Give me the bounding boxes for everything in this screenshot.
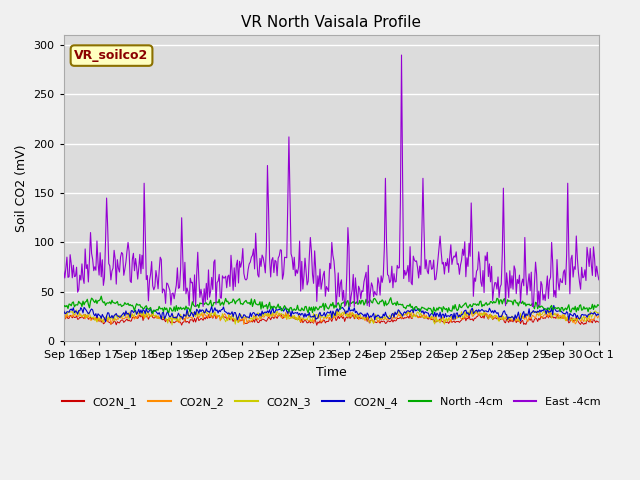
CO2N_1 — [313, 323, 321, 328]
CO2N_2 — [240, 322, 248, 327]
CO2N_4 — [318, 313, 326, 319]
CO2N_3 — [595, 311, 603, 316]
CO2N_3 — [584, 312, 592, 318]
Legend: CO2N_1, CO2N_2, CO2N_3, CO2N_4, North -4cm, East -4cm: CO2N_1, CO2N_2, CO2N_3, CO2N_4, North -4… — [57, 393, 605, 412]
North -4cm — [584, 309, 592, 314]
CO2N_3 — [470, 306, 477, 312]
CO2N_4 — [500, 309, 508, 314]
North -4cm — [429, 311, 436, 317]
East -4cm — [584, 253, 592, 259]
East -4cm — [595, 277, 603, 283]
CO2N_4 — [380, 311, 387, 317]
CO2N_3 — [500, 315, 508, 321]
Line: CO2N_2: CO2N_2 — [64, 311, 599, 324]
CO2N_2 — [318, 318, 326, 324]
Text: VR_soilco2: VR_soilco2 — [74, 49, 148, 62]
North -4cm — [500, 296, 508, 301]
East -4cm — [351, 304, 358, 310]
CO2N_1 — [351, 312, 359, 318]
North -4cm — [315, 306, 323, 312]
CO2N_1 — [500, 319, 508, 325]
Line: CO2N_1: CO2N_1 — [64, 312, 599, 325]
Line: East -4cm: East -4cm — [64, 55, 599, 307]
Line: CO2N_3: CO2N_3 — [64, 309, 599, 325]
East -4cm — [60, 268, 68, 274]
East -4cm — [397, 52, 405, 58]
Line: CO2N_4: CO2N_4 — [64, 305, 599, 322]
CO2N_2 — [351, 312, 359, 318]
Title: VR North Vaisala Profile: VR North Vaisala Profile — [241, 15, 421, 30]
CO2N_2 — [595, 313, 603, 319]
CO2N_4 — [595, 312, 603, 318]
X-axis label: Time: Time — [316, 366, 347, 379]
Y-axis label: Soil CO2 (mV): Soil CO2 (mV) — [15, 144, 28, 232]
CO2N_2 — [341, 308, 349, 313]
East -4cm — [500, 249, 508, 254]
CO2N_2 — [500, 316, 508, 322]
CO2N_2 — [60, 312, 68, 317]
CO2N_4 — [102, 319, 109, 324]
CO2N_4 — [584, 312, 592, 318]
CO2N_1 — [316, 318, 324, 324]
CO2N_2 — [315, 313, 323, 319]
North -4cm — [380, 299, 387, 304]
CO2N_4 — [550, 302, 557, 308]
North -4cm — [97, 293, 105, 299]
East -4cm — [380, 273, 387, 279]
CO2N_3 — [351, 312, 358, 318]
Line: North -4cm: North -4cm — [64, 296, 599, 314]
CO2N_1 — [60, 316, 68, 322]
CO2N_3 — [60, 308, 68, 314]
CO2N_2 — [381, 316, 388, 322]
East -4cm — [315, 284, 323, 289]
CO2N_1 — [381, 318, 388, 324]
CO2N_1 — [319, 318, 327, 324]
CO2N_1 — [584, 318, 592, 324]
CO2N_3 — [168, 322, 176, 328]
CO2N_4 — [315, 311, 323, 317]
CO2N_2 — [584, 316, 592, 322]
East -4cm — [192, 304, 200, 310]
CO2N_4 — [351, 305, 358, 311]
East -4cm — [318, 279, 326, 285]
CO2N_1 — [284, 309, 292, 314]
North -4cm — [595, 302, 603, 308]
CO2N_4 — [60, 308, 68, 314]
CO2N_1 — [595, 319, 603, 325]
North -4cm — [351, 300, 358, 306]
CO2N_3 — [315, 313, 323, 319]
North -4cm — [60, 304, 68, 310]
CO2N_3 — [380, 314, 387, 320]
CO2N_3 — [318, 314, 326, 320]
North -4cm — [318, 303, 326, 309]
